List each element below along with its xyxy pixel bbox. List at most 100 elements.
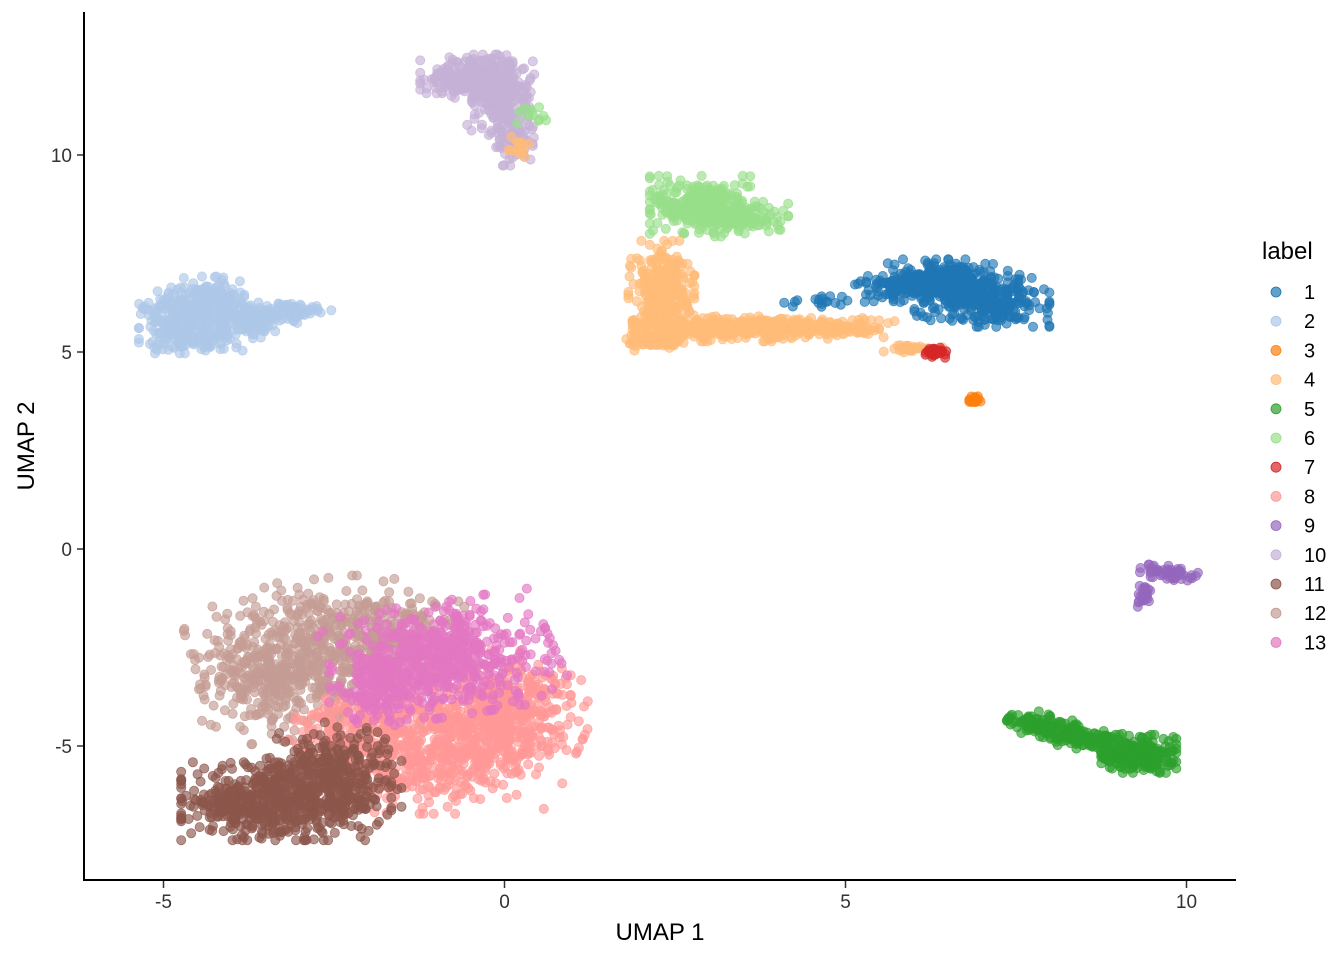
point-cluster-11 (265, 774, 276, 785)
point-cluster-13 (425, 628, 436, 639)
point-cluster-8 (418, 808, 429, 819)
point-cluster-8 (465, 785, 476, 796)
point-cluster-13 (421, 661, 432, 672)
point-cluster-2 (150, 316, 161, 327)
point-cluster-13 (337, 638, 348, 649)
point-cluster-8 (510, 708, 521, 719)
point-cluster-2 (184, 326, 195, 337)
point-cluster-6 (737, 178, 748, 189)
point-cluster-12 (305, 693, 316, 704)
point-cluster-11 (336, 776, 347, 787)
point-cluster-8 (573, 742, 584, 753)
point-cluster-10 (526, 124, 537, 135)
point-cluster-13 (456, 639, 467, 650)
point-cluster-8 (506, 745, 517, 756)
point-cluster-13 (464, 690, 475, 701)
point-cluster-13 (437, 694, 448, 705)
point-cluster-11 (176, 793, 187, 804)
point-cluster-12 (214, 671, 225, 682)
point-cluster-12 (283, 688, 294, 699)
point-cluster-12 (207, 601, 218, 612)
point-cluster-12 (195, 683, 206, 694)
point-cluster-12 (289, 725, 300, 736)
point-cluster-13 (423, 607, 434, 618)
point-cluster-12 (223, 635, 234, 646)
point-cluster-13 (429, 694, 440, 705)
point-cluster-11 (396, 801, 407, 812)
point-cluster-2 (326, 305, 337, 316)
point-cluster-10 (503, 70, 514, 81)
point-cluster-11 (205, 795, 216, 806)
point-cluster-8 (429, 740, 440, 751)
point-cluster-12 (406, 598, 417, 609)
point-cluster-11 (186, 828, 197, 839)
point-cluster-8 (438, 734, 449, 745)
point-cluster-8 (407, 740, 418, 751)
point-cluster-12 (211, 611, 222, 622)
point-cluster-12 (324, 650, 335, 661)
point-cluster-12 (270, 644, 281, 655)
point-cluster-12 (202, 628, 213, 639)
point-cluster-12 (357, 585, 368, 596)
point-cluster-8 (502, 768, 513, 779)
point-cluster-12 (252, 668, 263, 679)
point-cluster-6 (745, 171, 756, 182)
point-cluster-11 (382, 749, 393, 760)
point-cluster-11 (319, 717, 330, 728)
point-cluster-13 (476, 606, 487, 617)
point-cluster-13 (473, 660, 484, 671)
point-cluster-12 (294, 617, 305, 628)
point-cluster-11 (176, 810, 187, 821)
point-cluster-12 (250, 601, 261, 612)
point-cluster-13 (382, 679, 393, 690)
point-cluster-13 (513, 688, 524, 699)
point-cluster-12 (245, 704, 256, 715)
point-cluster-13 (360, 625, 371, 636)
point-cluster-10 (504, 59, 515, 70)
point-cluster-12 (269, 604, 280, 615)
point-cluster-13 (511, 667, 522, 678)
point-cluster-11 (258, 797, 269, 808)
point-cluster-2 (262, 300, 273, 311)
point-cluster-11 (273, 797, 284, 808)
point-cluster-8 (443, 747, 454, 758)
point-cluster-12 (389, 573, 400, 584)
point-cluster-2 (256, 310, 267, 321)
point-cluster-13 (370, 665, 381, 676)
point-cluster-13 (519, 700, 530, 711)
point-cluster-13 (365, 680, 376, 691)
point-cluster-8 (576, 675, 587, 686)
point-cluster-12 (300, 676, 311, 687)
point-cluster-13 (480, 676, 491, 687)
point-cluster-12 (275, 675, 286, 686)
point-cluster-13 (374, 608, 385, 619)
point-cluster-13 (523, 609, 534, 620)
point-cluster-8 (504, 734, 515, 745)
point-cluster-11 (216, 805, 227, 816)
point-cluster-13 (474, 689, 485, 700)
scatter-points (133, 49, 1203, 846)
point-cluster-12 (298, 704, 309, 715)
point-cluster-11 (276, 827, 287, 838)
point-cluster-11 (315, 730, 326, 741)
point-cluster-11 (348, 744, 359, 755)
point-cluster-12 (278, 701, 289, 712)
point-cluster-8 (437, 759, 448, 770)
point-cluster-12 (351, 570, 362, 581)
point-cluster-11 (268, 810, 279, 821)
point-cluster-13 (433, 681, 444, 692)
point-cluster-12 (210, 721, 221, 732)
point-cluster-8 (534, 750, 545, 761)
point-cluster-8 (418, 727, 429, 738)
point-cluster-2 (174, 335, 185, 346)
point-cluster-12 (268, 713, 279, 724)
point-cluster-8 (531, 769, 542, 780)
point-cluster-8 (537, 708, 548, 719)
point-cluster-11 (237, 835, 248, 846)
point-cluster-6 (660, 223, 671, 234)
point-cluster-2 (178, 272, 189, 283)
point-cluster-12 (228, 660, 239, 671)
point-cluster-8 (510, 760, 521, 771)
point-cluster-10 (493, 141, 504, 152)
point-cluster-8 (442, 801, 453, 812)
